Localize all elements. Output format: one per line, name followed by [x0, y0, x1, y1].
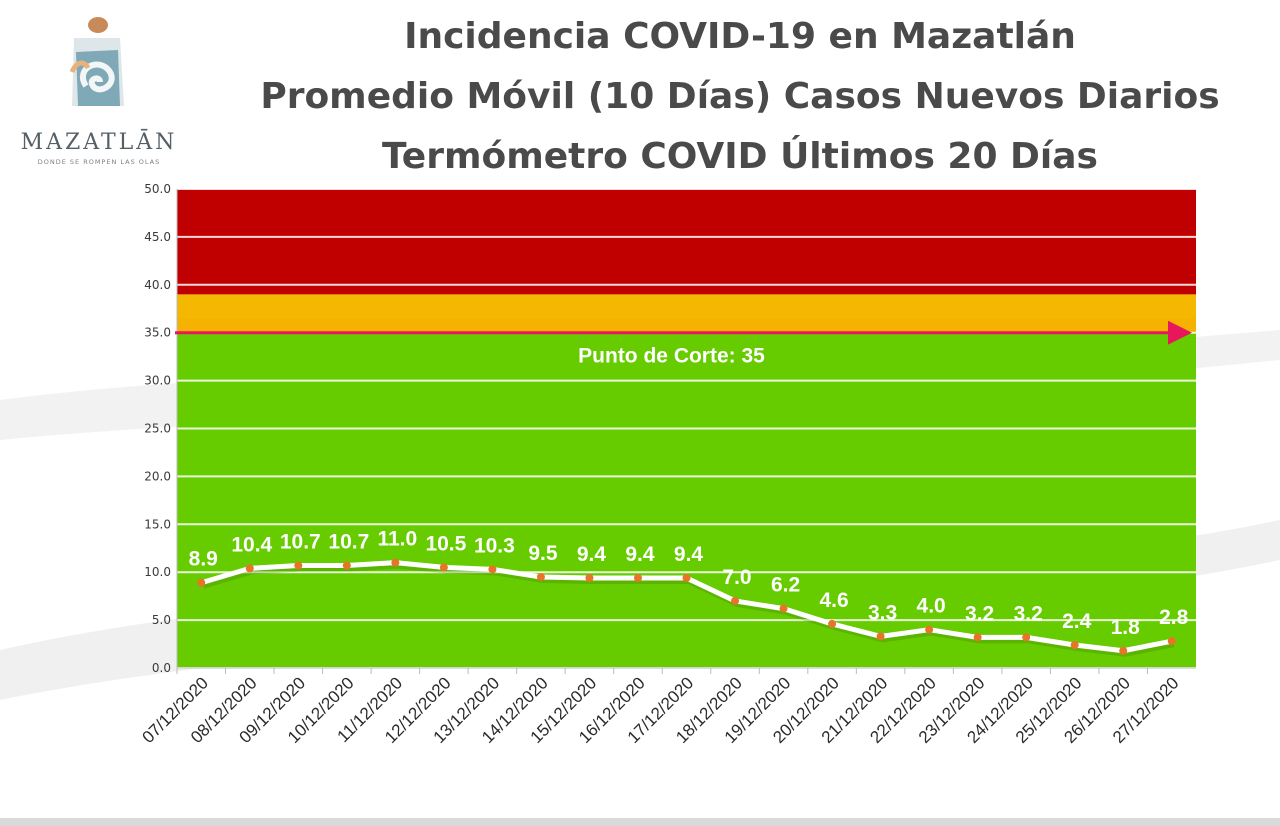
- data-label: 4.6: [819, 589, 848, 612]
- band-0: [177, 332, 1196, 668]
- y-tick-label: 35.0: [144, 326, 171, 340]
- band-2: [177, 189, 1196, 295]
- chart-title-line-1: Incidencia COVID-19 en Mazatlán: [404, 16, 1076, 57]
- y-tick-label: 20.0: [144, 469, 171, 483]
- data-label: 3.3: [868, 601, 897, 624]
- data-point: [731, 596, 740, 605]
- data-label: 11.0: [377, 528, 417, 551]
- data-label: 2.4: [1062, 610, 1092, 633]
- data-label: 2.8: [1159, 606, 1189, 629]
- data-point: [925, 625, 934, 634]
- y-tick-label: 40.0: [144, 278, 171, 292]
- data-label: 10.7: [280, 530, 321, 553]
- data-label: 10.4: [231, 533, 272, 556]
- data-label: 1.8: [1111, 616, 1141, 639]
- data-label: 10.7: [328, 530, 369, 553]
- data-label: 9.4: [674, 543, 704, 566]
- data-label: 6.2: [771, 574, 800, 597]
- data-label: 4.0: [917, 595, 946, 618]
- data-point: [245, 564, 254, 573]
- cutoff-label: Punto de Corte: 35: [578, 345, 765, 368]
- y-tick-label: 25.0: [144, 422, 171, 436]
- data-label: 9.4: [625, 543, 655, 566]
- data-point: [536, 572, 545, 581]
- data-point: [342, 561, 351, 570]
- y-tick-label: 50.0: [144, 182, 171, 196]
- data-label: 10.3: [474, 534, 515, 557]
- data-point: [585, 573, 594, 582]
- data-point: [488, 565, 497, 574]
- data-point: [1022, 633, 1031, 642]
- data-label: 3.2: [1014, 602, 1043, 625]
- data-point: [682, 573, 691, 582]
- data-point: [1119, 646, 1128, 655]
- data-point: [828, 619, 837, 628]
- y-tick-label: 5.0: [152, 613, 171, 627]
- band-1: [177, 294, 1196, 333]
- data-point: [439, 563, 448, 572]
- data-point: [197, 578, 206, 587]
- chart-title-line-2: Promedio Móvil (10 Días) Casos Nuevos Di…: [260, 76, 1220, 117]
- data-point: [779, 604, 788, 613]
- data-point: [633, 573, 642, 582]
- data-label: 9.5: [528, 542, 558, 565]
- y-tick-label: 0.0: [152, 661, 171, 675]
- data-label: 10.5: [425, 532, 466, 555]
- mazatlan-logo: MAZATLĀN DONDE SE ROMPEN LAS OLAS: [14, 12, 184, 172]
- data-label: 3.2: [965, 602, 994, 625]
- data-label: 9.4: [577, 543, 607, 566]
- y-tick-label: 15.0: [144, 517, 171, 531]
- data-point: [973, 633, 982, 642]
- y-tick-label: 10.0: [144, 565, 171, 579]
- band-blend: [177, 318, 1196, 333]
- mazatlan-wave-logo-icon: [69, 17, 124, 106]
- data-point: [1167, 637, 1176, 646]
- chart-title-line-3: Termómetro COVID Últimos 20 Días: [382, 136, 1098, 177]
- data-label: 8.9: [189, 548, 218, 571]
- logo-wordmark: MAZATLĀN: [20, 130, 178, 155]
- data-point: [391, 558, 400, 567]
- y-tick-label: 30.0: [144, 374, 171, 388]
- data-point: [876, 632, 885, 641]
- y-tick-label: 45.0: [144, 230, 171, 244]
- data-point: [294, 561, 303, 570]
- data-point: [1070, 641, 1079, 650]
- data-label: 7.0: [722, 566, 751, 589]
- logo-tagline: DONDE SE ROMPEN LAS OLAS: [37, 158, 161, 166]
